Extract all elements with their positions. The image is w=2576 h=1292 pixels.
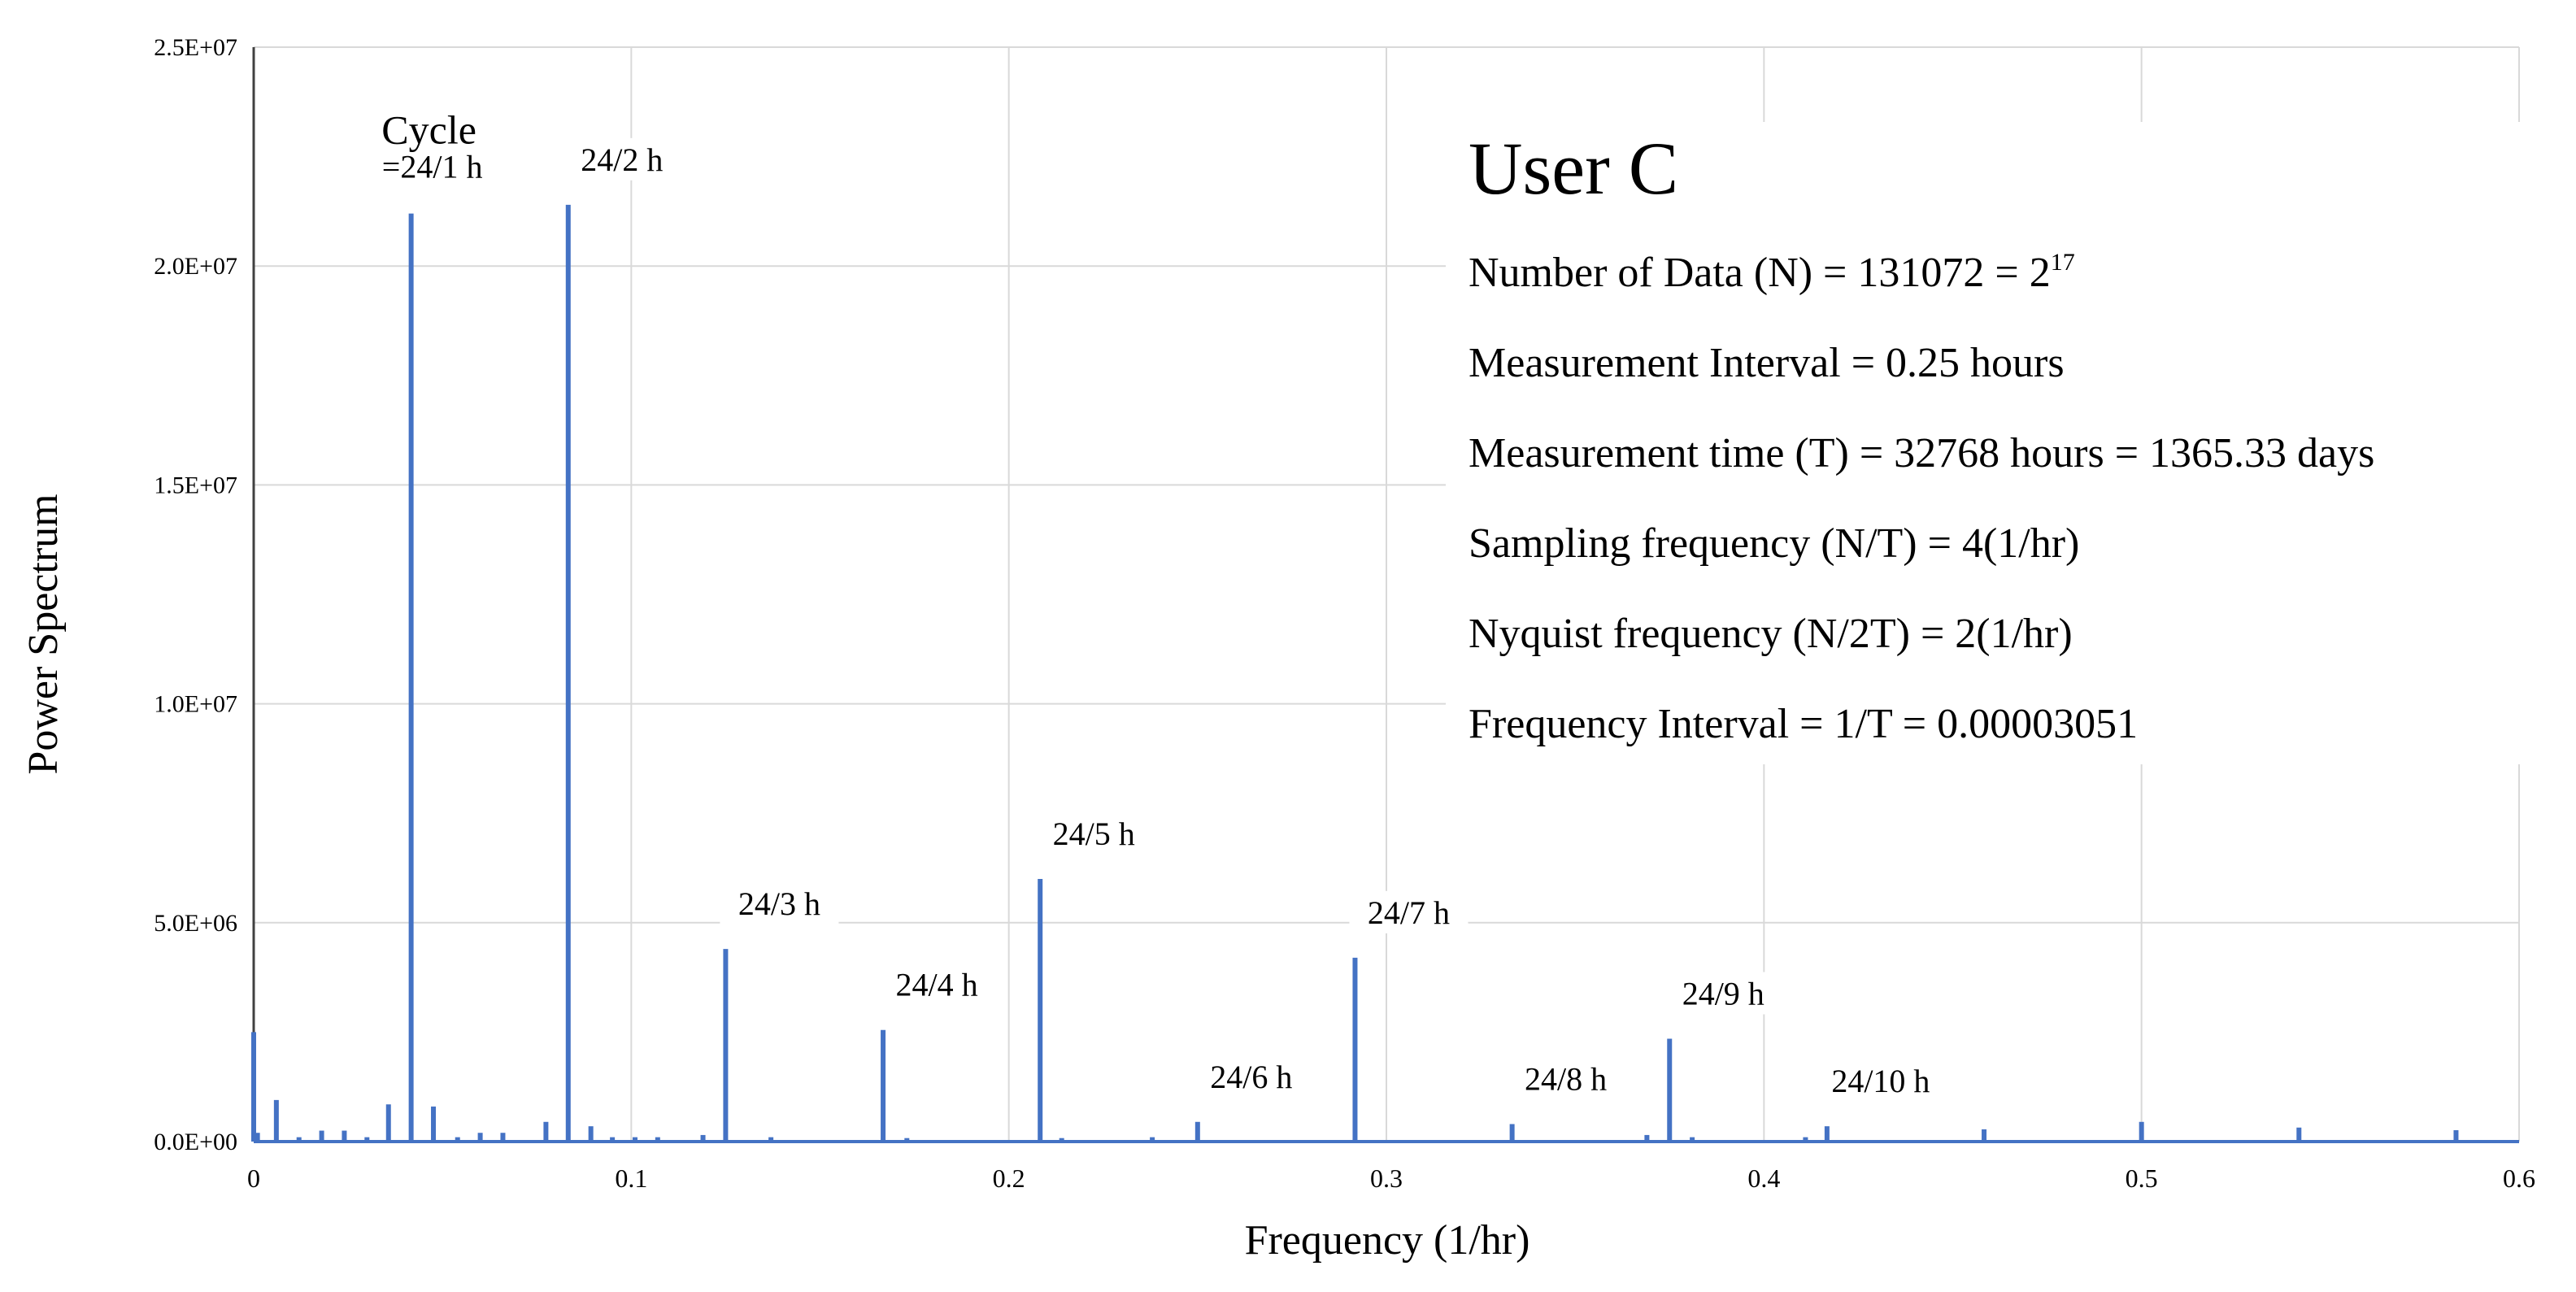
- peak-label: 24/5 h: [1053, 816, 1135, 852]
- peak-label-background: [562, 137, 681, 181]
- info-measurement-time: Measurement time (T) = 32768 hours = 136…: [1469, 430, 2374, 476]
- x-tick-label: 0: [247, 1164, 260, 1193]
- peak-label-background: [1349, 890, 1469, 933]
- peak-label: 24/3 h: [738, 885, 820, 922]
- y-tick-label: 2.0E+07: [154, 253, 237, 280]
- peak-label: 24/2 h: [581, 141, 663, 178]
- info-number-of-data-main: Number of Data (N) = 131072 = 2: [1469, 250, 2051, 296]
- info-title: User C: [1469, 127, 1678, 210]
- peak-label: 24/8 h: [1525, 1060, 1607, 1097]
- info-nyquist-frequency: Nyquist frequency (N/2T) = 2(1/hr): [1469, 611, 2073, 657]
- peak-label-background: [877, 963, 997, 1006]
- x-tick-label: 0.5: [2126, 1164, 2158, 1193]
- peak-label: 24/4 h: [895, 967, 977, 1003]
- peak-label: 24/9 h: [1682, 975, 1764, 1011]
- y-tick-label: 1.5E+07: [154, 472, 237, 498]
- x-tick-label: 0.3: [1370, 1164, 1403, 1193]
- info-number-of-data: Number of Data (N) = 131072 = 217: [1469, 249, 2075, 296]
- peak-label-background: [1034, 811, 1154, 855]
- y-tick-label: 1.0E+07: [154, 691, 237, 718]
- x-axis-title: Frequency (1/hr): [1245, 1217, 1530, 1264]
- peak-label-background: [1191, 1055, 1311, 1098]
- y-tick-label: 2.5E+07: [154, 34, 237, 61]
- peak-label-background: [1506, 1057, 1625, 1100]
- peak-label-background: [1664, 972, 1783, 1015]
- peak-label: 24/7 h: [1368, 894, 1450, 931]
- peak-label: =24/1 h: [382, 149, 483, 185]
- x-tick-label: 0.4: [1747, 1164, 1780, 1193]
- data-series: [251, 204, 2459, 1142]
- info-measurement-interval: Measurement Interval = 0.25 hours: [1469, 340, 2065, 386]
- x-tick-label: 0.2: [993, 1164, 1025, 1193]
- peak-labels: Cycle=24/1 h 24/2 h 24/3 h 24/4 h 24/5 h 24/6…: [381, 107, 1949, 1103]
- peak-label: 24/10 h: [1831, 1063, 1930, 1099]
- y-axis-title: Power Spectrum: [20, 494, 67, 774]
- info-panel: User C Number of Data (N) = 131072 = 217…: [1446, 122, 2568, 764]
- tick-labels: 0.0E+00 5.0E+06 1.0E+07 1.5E+07 2.0E+07 2.5E+…: [154, 34, 2535, 1193]
- x-tick-label: 0.1: [615, 1164, 647, 1193]
- info-panel-background: [1446, 122, 2568, 764]
- info-sampling-frequency: Sampling frequency (N/T) = 4(1/hr): [1469, 520, 2079, 567]
- y-tick-label: 5.0E+06: [154, 910, 237, 937]
- peak-label-background: [720, 882, 839, 925]
- info-number-of-data-exponent: 17: [2051, 249, 2075, 276]
- peak-label-background: [1812, 1059, 1949, 1103]
- cycle-heading: Cycle: [381, 107, 476, 153]
- x-tick-label: 0.6: [2503, 1164, 2535, 1193]
- y-tick-label: 0.0E+00: [154, 1129, 237, 1155]
- peak-label: 24/6 h: [1210, 1059, 1292, 1095]
- info-frequency-interval: Frequency Interval = 1/T = 0.00003051: [1469, 701, 2138, 747]
